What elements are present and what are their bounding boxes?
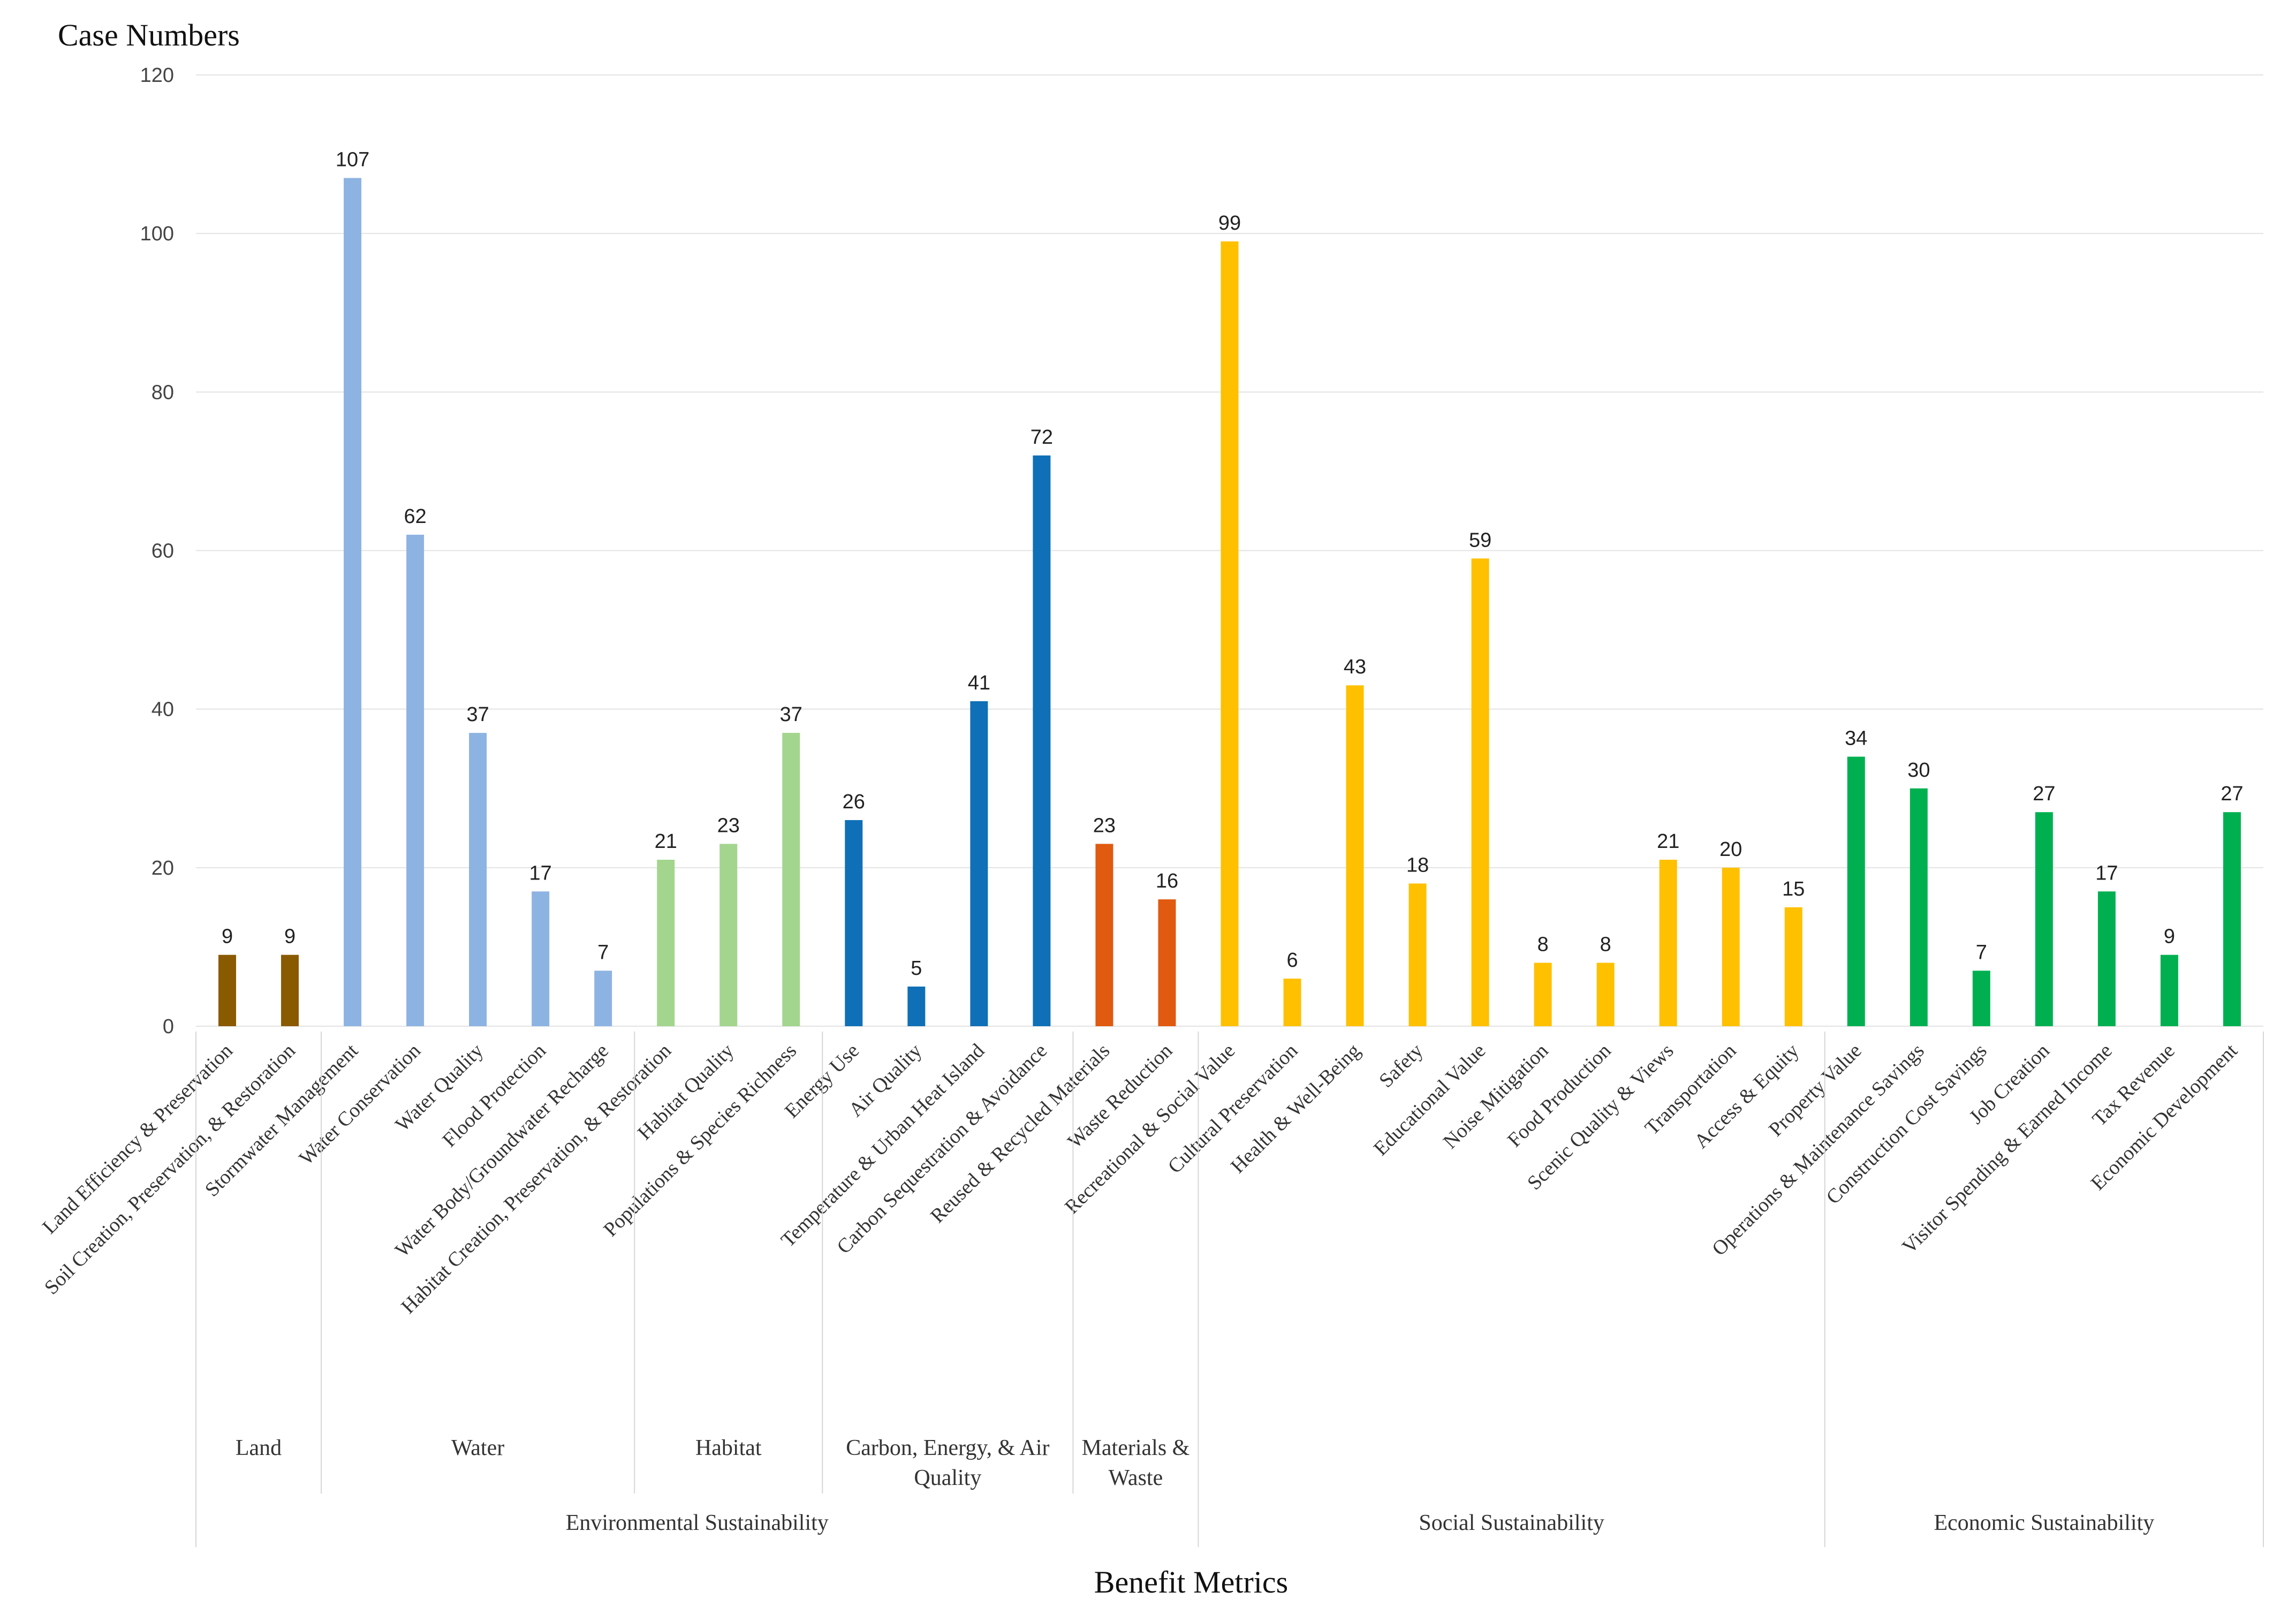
bar [1283,979,1301,1026]
bar [1847,756,1865,1026]
bar [1722,867,1740,1026]
bar [344,178,362,1027]
data-label: 62 [404,505,426,528]
y-tick-label: 0 [163,1015,174,1038]
data-label: 17 [2095,862,2118,884]
data-label: 9 [284,926,295,948]
data-label: 5 [911,957,922,980]
group-label: Environmental Sustainability [566,1511,829,1535]
category-label: Waste Reduction [1063,1040,1177,1153]
data-label: 18 [1406,854,1429,876]
bar [845,820,863,1026]
category-label: Water Conservation [295,1040,425,1170]
bar [2097,891,2116,1026]
category-label: Access & Equity [1690,1040,1804,1153]
y-axis-title: Case Numbers [58,18,240,52]
data-label: 99 [1218,212,1241,234]
y-tick-label: 20 [151,857,174,880]
bar [970,701,988,1026]
bar [1346,685,1364,1026]
data-label: 9 [2164,926,2175,948]
y-tick-label: 100 [140,223,174,245]
data-label: 107 [336,149,369,171]
bar [1471,558,1489,1026]
bar [1095,844,1113,1026]
data-label: 6 [1286,949,1298,972]
data-label: 26 [843,791,865,813]
data-label: 20 [1719,838,1742,861]
data-label: 23 [717,814,740,837]
bar [2223,812,2241,1026]
bar [1033,455,1051,1026]
y-tick-label: 40 [151,699,174,721]
data-label: 8 [1537,934,1549,956]
data-label: 16 [1156,870,1178,892]
bar [2160,954,2178,1026]
bar [657,860,675,1026]
bar [406,534,425,1026]
data-label: 41 [968,672,990,694]
group-labels: Land Water Habitat Carbon, Energy, & Air Qua… [236,1436,2154,1535]
data-label: 17 [529,862,552,884]
category-label: Safety [1375,1040,1427,1092]
subgroup-label: Carbon, Energy, & Air Quality [846,1436,1049,1490]
data-label: 30 [1907,759,1930,782]
bars [218,178,2241,1027]
group-label: Social Sustainability [1419,1511,1604,1535]
group-label: Economic Sustainability [1934,1511,2155,1535]
bar [782,733,800,1026]
subgroup-label: Land [236,1436,282,1460]
data-label: 23 [1093,814,1116,837]
bar [1408,883,1427,1026]
bar [1596,962,1615,1026]
bar [1158,899,1176,1026]
bar [281,954,299,1026]
data-label: 27 [2033,783,2055,805]
y-tick-label: 120 [140,64,174,87]
bar [1659,860,1677,1026]
group-separators [195,1032,2264,1547]
bar [1909,788,1928,1026]
bar [469,733,487,1026]
category-label: Noise Mitigation [1439,1040,1553,1154]
bar [2035,812,2053,1026]
data-label: 37 [466,703,489,726]
bar [218,954,237,1026]
subgroup-label: Habitat [695,1436,762,1460]
category-label: Educational Value [1369,1040,1490,1160]
bar [1534,962,1552,1026]
bar [594,971,612,1026]
bar [719,844,738,1026]
data-label: 9 [222,926,233,948]
data-label: 21 [1657,830,1679,853]
x-axis-title: Benefit Metrics [1094,1565,1288,1600]
bar [532,891,550,1026]
category-label: Soil Creation, Preservation, & Restorati… [40,1040,300,1299]
data-label: 15 [1782,878,1805,900]
data-label: 8 [1600,934,1611,956]
data-label: 72 [1030,426,1053,449]
y-tick-label: 80 [151,381,174,404]
y-tick-labels: 0 20 40 60 80 100 120 [140,64,174,1038]
data-label: 27 [2221,783,2243,805]
y-tick-label: 60 [151,540,174,563]
data-label: 59 [1469,529,1491,551]
bar [907,986,926,1026]
data-label: 7 [1976,941,1987,964]
data-label: 21 [655,830,677,853]
subgroup-label: Materials & Waste [1082,1436,1190,1490]
subgroup-label: Water [451,1436,504,1460]
data-label: 7 [597,941,609,964]
bar [1221,241,1239,1027]
bar [1972,971,1990,1026]
data-label: 43 [1344,656,1366,678]
bar [1784,907,1802,1026]
data-label: 37 [780,703,802,726]
data-label: 34 [1845,727,1867,750]
